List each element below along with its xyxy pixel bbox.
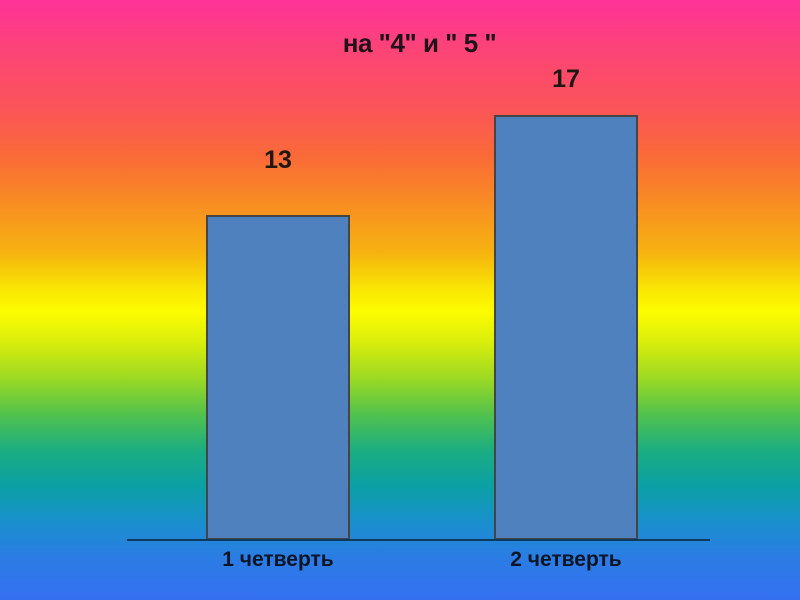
bar <box>494 115 638 540</box>
x-axis-line <box>127 539 710 541</box>
bar <box>206 215 350 540</box>
category-label: 2 четверть <box>510 548 622 571</box>
chart-title: на "4" и " 5 " <box>342 28 497 58</box>
bar-value-label: 17 <box>552 65 580 93</box>
bar-value-label: 13 <box>264 146 292 174</box>
category-label: 1 четверть <box>222 548 334 571</box>
